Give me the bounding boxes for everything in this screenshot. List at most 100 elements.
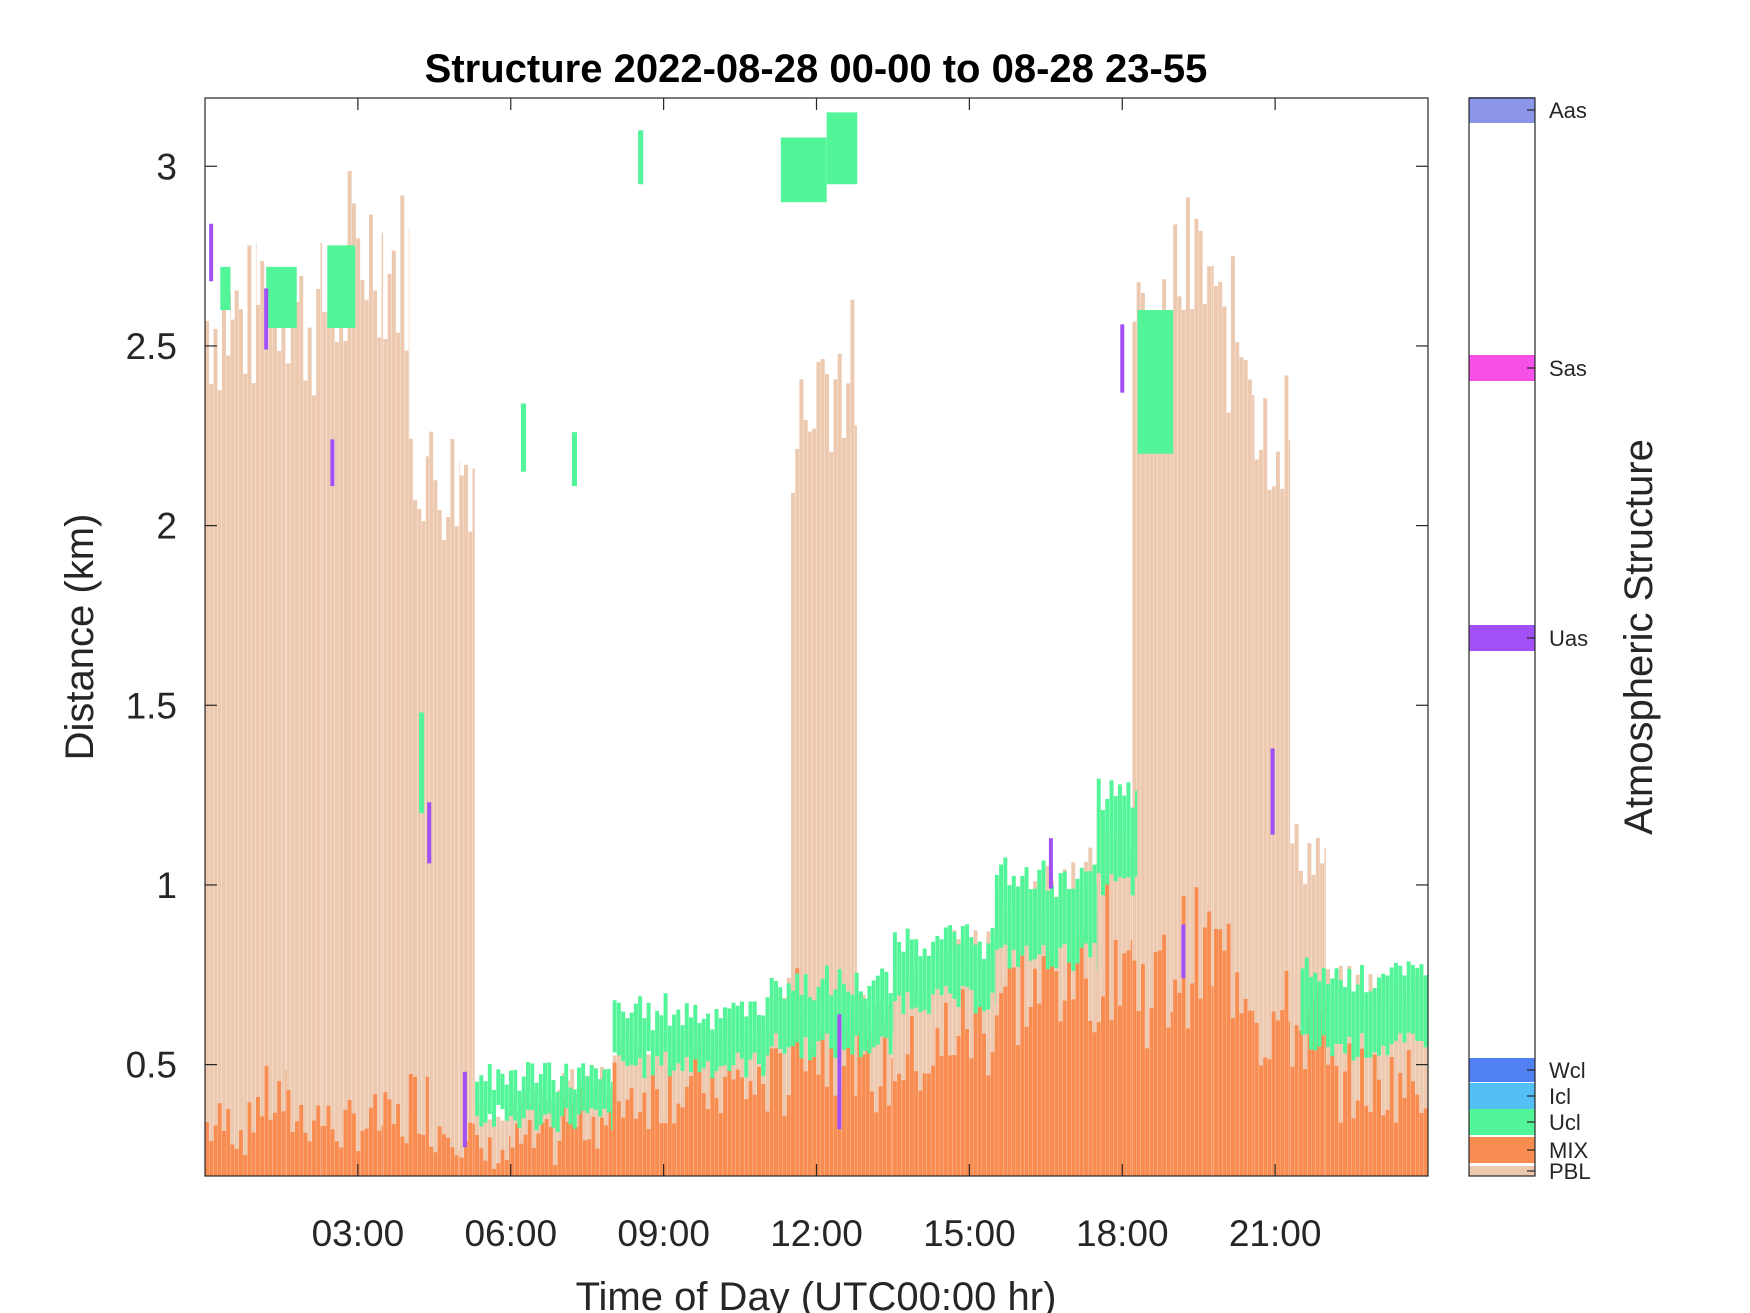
pbl-bar [841,437,846,1176]
x-tick-label: 21:00 [1229,1213,1322,1254]
mix-bar [519,1143,524,1176]
mix-bar [633,1118,638,1176]
mix-bar [812,1042,817,1176]
pbl-bar [295,302,299,1176]
pbl-bar [1411,985,1415,1176]
mix-bar [791,1037,795,1176]
pbl-bar [1368,974,1373,1176]
pbl-bar [1218,281,1223,1176]
mix-bar [706,1109,711,1176]
mix-bar [861,1054,866,1176]
mix-bar [774,1048,778,1176]
pbl-bar [238,309,243,1176]
pbl-bar [1222,306,1227,1176]
mix-bar [1267,1059,1272,1176]
pbl-bar [1338,965,1343,1176]
mix-bar [1320,1011,1325,1176]
mix-bar [1033,968,1038,1176]
mix-bar [1247,1010,1252,1176]
pbl-bar [446,516,451,1176]
pbl-bar [1177,296,1182,1176]
mix-bar [221,1130,226,1176]
pbl-bar [874,1004,879,1176]
mix-bar [1226,923,1231,1176]
cloud-bar [1381,973,1386,1046]
mix-bar [1140,964,1145,1176]
mix-bar [425,1076,429,1176]
cloud-bar [589,1065,594,1109]
pbl-bar [553,1103,558,1176]
pbl-bar [663,1042,668,1176]
mix-bar [710,1068,715,1176]
cloud-bar [774,981,778,1034]
mix-bar [693,1050,698,1176]
mix-bar [205,1122,209,1176]
plot-area [205,112,1428,1176]
cloud-bar [973,944,978,1014]
cloud-bar [1041,860,1046,946]
pbl-bar [479,1103,484,1176]
pbl-bar [595,1086,600,1176]
pbl-bar [808,431,812,1176]
cloud-bar [812,1000,817,1058]
mix-bar [727,1069,732,1176]
cloud-bar [684,1003,689,1057]
mix-bar [676,1103,681,1176]
cloud-bar [612,1000,617,1053]
cloud-bar [1083,871,1088,944]
mix-bar [255,1096,260,1176]
cloud-bar [555,1091,560,1133]
colorbar-tick-label: MIX [1549,1138,1588,1163]
y-tick-label: 2 [156,506,177,547]
mix-bar [865,1040,870,1176]
pbl-bar [1263,398,1268,1176]
pbl-bar [221,304,226,1176]
mix-bar [1290,1066,1295,1176]
pbl-bar [404,350,409,1176]
pbl-bar [1385,977,1390,1176]
pbl-bar [1288,440,1291,1176]
mix-bar [1092,1032,1097,1176]
mix-bar [897,1073,902,1176]
pbl-bar [786,977,791,1176]
pbl-bar [820,359,825,1176]
pbl-bar [441,540,446,1176]
mix-bar [527,1120,532,1176]
colorbar-tick-label: Uas [1549,626,1588,651]
mix-bar [334,1141,339,1176]
cloud-bar [1122,795,1127,879]
pbl-bar [492,1119,497,1176]
cloud-bar [735,1005,740,1053]
pbl-bar [1252,395,1255,1176]
pbl-bar [330,310,335,1176]
mix-bar [1347,1043,1352,1176]
pbl-bar [672,1024,677,1176]
mix-bar [1136,1010,1141,1176]
aerosol-mark [1120,324,1125,393]
cloud-bar [918,956,923,1013]
cloud-bar [1130,807,1135,896]
mix-bar [303,1132,308,1176]
mix-bar [1058,1021,1063,1176]
mix-bar [870,1091,874,1176]
mix-bar [1084,978,1088,1176]
pbl-bar [1243,360,1248,1176]
mix-bar [761,1084,766,1176]
mix-bar [918,1090,923,1176]
cloud-bar [982,958,987,1012]
cloud-bar [1351,991,1356,1061]
cloud-bar [994,874,999,950]
pbl-bar [1166,398,1171,1176]
mix-bar [1303,1069,1308,1176]
mix-bar [504,1159,509,1176]
cloud-bar [1406,961,1411,1033]
mix-bar [339,1147,344,1176]
pbl-bar [268,300,273,1176]
cloud-bar [606,1068,611,1113]
pbl-bar [1117,808,1122,1176]
x-tick-label: 12:00 [770,1213,863,1254]
mix-bar [557,1140,562,1176]
cloud-bar [1317,981,1322,1047]
mix-bar [468,1122,473,1176]
pbl-bar [1132,321,1137,1176]
